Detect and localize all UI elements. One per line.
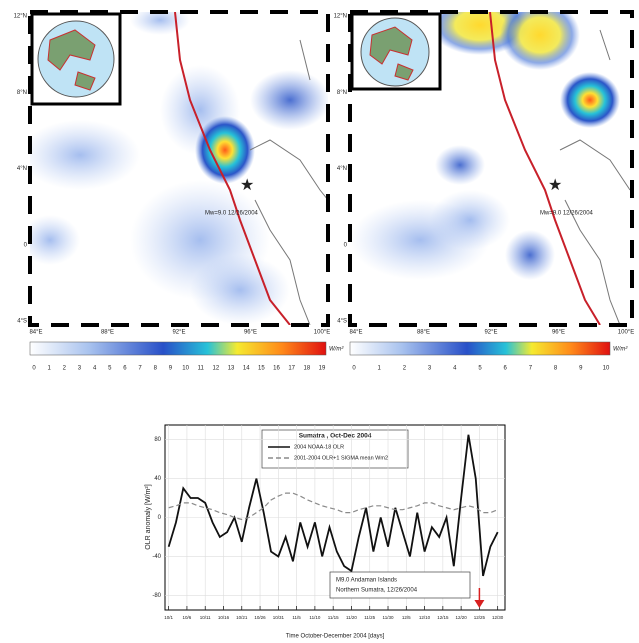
x-tick-label: 12/5 (402, 615, 411, 620)
colorbar-tick-label: 13 (228, 366, 235, 372)
colorbar-tick-label: 6 (504, 366, 508, 372)
colorbar-tick-label: 8 (554, 366, 558, 372)
x-tick-label: 10/31 (273, 615, 285, 620)
map-left: ★ (30, 12, 328, 325)
y-tick-label: 80 (154, 437, 161, 443)
y-tick-label: 0 (158, 515, 162, 521)
x-tick-label: 12/25 (474, 615, 486, 620)
colorbar-tick-label: 1 (378, 366, 382, 372)
colorbar-tick-label: 4 (93, 366, 97, 372)
lon-label: 92°E (484, 330, 497, 336)
lat-label: 4°N (17, 166, 27, 172)
colorbar-tick-label: 11 (198, 366, 205, 372)
x-tick-label: 12/20 (455, 615, 467, 620)
colorbar-tick-label: 6 (123, 366, 127, 372)
x-tick-label: 11/5 (292, 615, 301, 620)
map-annotation: Mw=9.0 12/26/2004 (205, 211, 259, 217)
x-tick-label: 10/11 (200, 615, 211, 620)
y-tick-label: -80 (152, 593, 161, 599)
series-line (168, 492, 498, 521)
epicenter-star: ★ (240, 177, 254, 194)
lat-label: 12°N (14, 14, 27, 20)
x-tick-label: 10/1 (164, 615, 173, 620)
colorbar-tick-label: 10 (182, 366, 189, 372)
lon-label: 84°E (29, 330, 42, 336)
lon-label: 100°E (618, 330, 634, 336)
colorbar-tick-label: 2 (403, 366, 407, 372)
colorbar-tick-label: 1 (47, 366, 51, 372)
lon-label: 88°E (417, 330, 430, 336)
colorbar-tick-label: 0 (32, 366, 36, 372)
lat-label: 4°N (337, 166, 347, 172)
colorbar-tick-label: 3 (428, 366, 432, 372)
colorbar-tick-label: 0 (352, 366, 356, 372)
colorbar-tick-label: 9 (579, 366, 583, 372)
x-tick-label: 10/6 (183, 615, 192, 620)
lat-label: 8°N (17, 90, 27, 96)
lon-label: 96°E (244, 330, 257, 336)
colorbar-tick-label: 3 (78, 366, 82, 372)
colorbar-tick-label: 7 (138, 366, 142, 372)
annotation-box (329, 571, 471, 599)
lon-label: 96°E (552, 330, 565, 336)
x-tick-label: 11/10 (309, 615, 320, 620)
x-tick-label: 12/30 (492, 615, 504, 620)
x-tick-label: 10/26 (254, 615, 266, 620)
map-annotation: Mw=9.0 12/26/2004 (540, 211, 594, 217)
x-tick-label: 11/20 (346, 615, 357, 620)
lon-label: 88°E (101, 330, 114, 336)
colorbar-tick-label: 16 (273, 366, 280, 372)
lat-label: 0 (344, 242, 348, 248)
legend-label: 2001-2004 OLR+1 SIGMA mean Wm2 (294, 455, 388, 461)
chart-title: Sumatra , Oct-Dec 2004 (299, 433, 372, 440)
colorbar-tick-label: 5 (478, 366, 482, 372)
lat-label: 0 (24, 242, 28, 248)
colorbar-tick-label: 10 (603, 366, 610, 372)
lat-label: 8°N (337, 90, 347, 96)
x-tick-label: 11/25 (364, 615, 375, 620)
x-tick-label: 12/10 (419, 615, 431, 620)
x-tick-label: 11/15 (328, 615, 339, 620)
event-arrowhead (474, 600, 485, 608)
x-tick-label: 11/30 (383, 615, 394, 620)
y-tick-label: 40 (154, 476, 161, 482)
x-tick-label: 10/16 (218, 615, 230, 620)
legend-box (261, 429, 409, 469)
x-tick-label: 10/21 (236, 615, 248, 620)
lat-label: 4°S (337, 319, 347, 325)
colorbar-tick-label: 7 (529, 366, 533, 372)
colorbar-unit: W/m² (329, 347, 344, 353)
epicenter-star: ★ (548, 177, 562, 194)
lon-label: 84°E (349, 330, 362, 336)
y-axis-label: OLR anomaly [W/m²] (145, 484, 152, 549)
colorbar-tick-label: 15 (258, 366, 265, 372)
colorbar-tick-label: 4 (453, 366, 457, 372)
annotation-text: Northern Sumatra, 12/26/2004 (336, 588, 418, 594)
colorbar-tick-label: 12 (213, 366, 220, 372)
lon-label: 100°E (314, 330, 330, 336)
colorbar-tick-label: 18 (303, 366, 310, 372)
colorbar-tick-label: 17 (288, 366, 295, 372)
legend-label: 2004 NOAA-18 OLR (294, 444, 344, 450)
colorbar-unit: W/m² (613, 347, 628, 353)
lat-label: 4°S (17, 319, 27, 325)
colorbar-tick-label: 8 (154, 366, 158, 372)
lon-label: 92°E (172, 330, 185, 336)
annotation-text: M9.0 Andaman Islands (336, 578, 397, 584)
x-tick-label: 12/15 (437, 615, 449, 620)
colorbar-tick-label: 5 (108, 366, 112, 372)
map-right: ★ (350, 12, 632, 325)
series-line (167, 434, 499, 577)
x-axis-label: Time October-December 2004 [days] (286, 634, 385, 640)
lat-label: 12°N (334, 14, 347, 20)
colorbar-tick-label: 9 (169, 366, 173, 372)
colorbar-tick-label: 14 (243, 366, 250, 372)
y-tick-label: -40 (152, 554, 161, 560)
colorbar (349, 341, 611, 356)
colorbar-tick-label: 19 (319, 366, 326, 372)
colorbar (29, 341, 327, 356)
colorbar-tick-label: 2 (63, 366, 67, 372)
